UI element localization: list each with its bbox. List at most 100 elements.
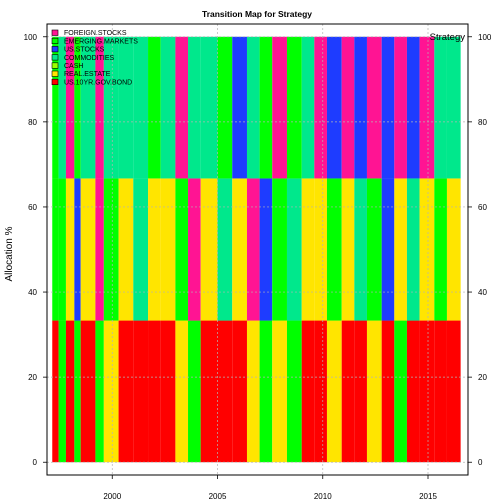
allocation-band-3-2 <box>74 36 81 179</box>
allocation-band-0-1 <box>52 178 59 321</box>
allocation-band-25-0 <box>366 320 382 463</box>
plot-area: FOREIGN.STOCKSEMERGING.MARKETSUS.STOCKSC… <box>46 23 469 476</box>
allocation-band-16-0 <box>246 320 260 463</box>
allocation-band-8-1 <box>133 178 149 321</box>
allocation-band-10-1 <box>160 178 176 321</box>
y-tick-label-right-80: 80 <box>478 118 487 127</box>
allocation-band-18-0 <box>272 320 287 463</box>
allocation-band-0-0 <box>52 320 59 463</box>
allocation-band-19-0 <box>286 320 302 463</box>
allocation-band-21-0 <box>314 320 327 463</box>
legend-swatch-emerging-markets <box>51 37 59 45</box>
allocation-band-4-1 <box>80 178 96 321</box>
allocation-band-30-2 <box>434 36 447 179</box>
legend-label-real-estate: REAL.ESTATE <box>64 71 111 78</box>
x-tick-label-2000: 2000 <box>103 492 121 501</box>
allocation-band-6-2 <box>103 36 119 179</box>
allocation-band-21-2 <box>314 36 327 179</box>
allocation-band-21-1 <box>314 178 327 321</box>
y-tick-label-left-40: 40 <box>28 288 37 297</box>
allocation-band-15-1 <box>232 178 247 321</box>
allocation-band-19-1 <box>286 178 302 321</box>
allocation-band-11-2 <box>175 36 189 179</box>
allocation-band-6-1 <box>103 178 119 321</box>
legend-swatch-us-stocks <box>51 46 59 53</box>
allocation-band-16-1 <box>246 178 260 321</box>
y-axis-label: Allocation % <box>4 226 15 281</box>
y-tick-label-right-100: 100 <box>478 33 492 42</box>
legend-swatch-real-estate <box>51 70 59 77</box>
allocation-band-11-1 <box>175 178 189 321</box>
allocation-band-28-1 <box>406 178 420 321</box>
allocation-band-7-1 <box>118 178 134 321</box>
allocation-band-28-2 <box>406 36 420 179</box>
y-tick-label-left-0: 0 <box>33 458 38 467</box>
allocation-band-2-0 <box>65 320 75 463</box>
allocation-band-8-0 <box>133 320 149 463</box>
allocation-band-20-0 <box>301 320 315 463</box>
allocation-band-27-2 <box>394 36 407 179</box>
legend-swatch-us-10yr-gov-bond <box>51 78 59 85</box>
allocation-band-31-2 <box>446 36 461 179</box>
allocation-band-23-1 <box>341 178 355 321</box>
allocation-band-23-0 <box>341 320 355 463</box>
allocation-band-9-0 <box>148 320 161 463</box>
allocation-band-15-2 <box>232 36 247 179</box>
y-tick-label-left-60: 60 <box>28 203 37 212</box>
allocation-band-26-2 <box>381 36 395 179</box>
x-tick-label-2005: 2005 <box>209 492 227 501</box>
allocation-band-17-2 <box>259 36 273 179</box>
allocation-band-12-2 <box>188 36 201 179</box>
allocation-band-2-1 <box>65 178 75 321</box>
allocation-band-24-0 <box>354 320 367 463</box>
y-tick-label-right-20: 20 <box>478 373 487 382</box>
corner-strategy-label: Strategy <box>430 32 466 43</box>
allocation-band-12-0 <box>188 320 201 463</box>
allocation-band-18-1 <box>272 178 287 321</box>
allocation-band-7-2 <box>118 36 134 179</box>
legend-label-cash: CASH <box>64 63 83 70</box>
allocation-band-31-0 <box>446 320 461 463</box>
chart-title: Transition Map for Strategy <box>202 9 312 19</box>
legend: FOREIGN.STOCKSEMERGING.MARKETSUS.STOCKSC… <box>51 29 138 86</box>
y-tick-label-left-80: 80 <box>28 118 37 127</box>
allocation-band-22-0 <box>326 320 342 463</box>
allocation-band-15-0 <box>232 320 247 463</box>
allocation-band-19-2 <box>286 36 302 179</box>
allocation-band-10-2 <box>160 36 176 179</box>
allocation-band-1-2 <box>58 36 66 179</box>
y-tick-label-right-40: 40 <box>478 288 487 297</box>
allocation-band-29-2 <box>419 36 435 179</box>
plot-frame <box>46 23 469 476</box>
allocation-band-10-0 <box>160 320 176 463</box>
allocation-band-16-2 <box>246 36 260 179</box>
allocation-band-31-1 <box>446 178 461 321</box>
allocation-band-23-2 <box>341 36 355 179</box>
allocation-band-1-1 <box>58 178 66 321</box>
y-tick-label-left-20: 20 <box>28 373 37 382</box>
legend-label-foreign-stocks: FOREIGN.STOCKS <box>64 30 127 37</box>
y-tick-label-right-0: 0 <box>478 458 483 467</box>
allocation-band-9-1 <box>148 178 161 321</box>
allocation-band-27-1 <box>394 178 407 321</box>
allocation-band-7-0 <box>118 320 134 463</box>
allocation-band-2-2 <box>65 36 75 179</box>
y-tick-label-right-60: 60 <box>478 203 487 212</box>
allocation-band-25-1 <box>366 178 382 321</box>
allocation-band-30-0 <box>434 320 447 463</box>
allocation-band-25-2 <box>366 36 382 179</box>
allocation-band-29-1 <box>419 178 435 321</box>
allocation-band-17-1 <box>259 178 273 321</box>
allocation-band-11-0 <box>175 320 189 463</box>
allocation-band-14-1 <box>217 178 233 321</box>
allocation-band-4-0 <box>80 320 96 463</box>
allocation-band-13-2 <box>200 36 218 179</box>
allocation-band-5-0 <box>95 320 104 463</box>
legend-swatch-cash <box>51 62 59 69</box>
allocation-band-5-2 <box>95 36 104 179</box>
y-tick-label-left-100: 100 <box>24 33 38 42</box>
stacked-area-layer <box>52 36 461 463</box>
allocation-band-17-0 <box>259 320 273 463</box>
allocation-band-13-1 <box>200 178 218 321</box>
allocation-band-6-0 <box>103 320 119 463</box>
